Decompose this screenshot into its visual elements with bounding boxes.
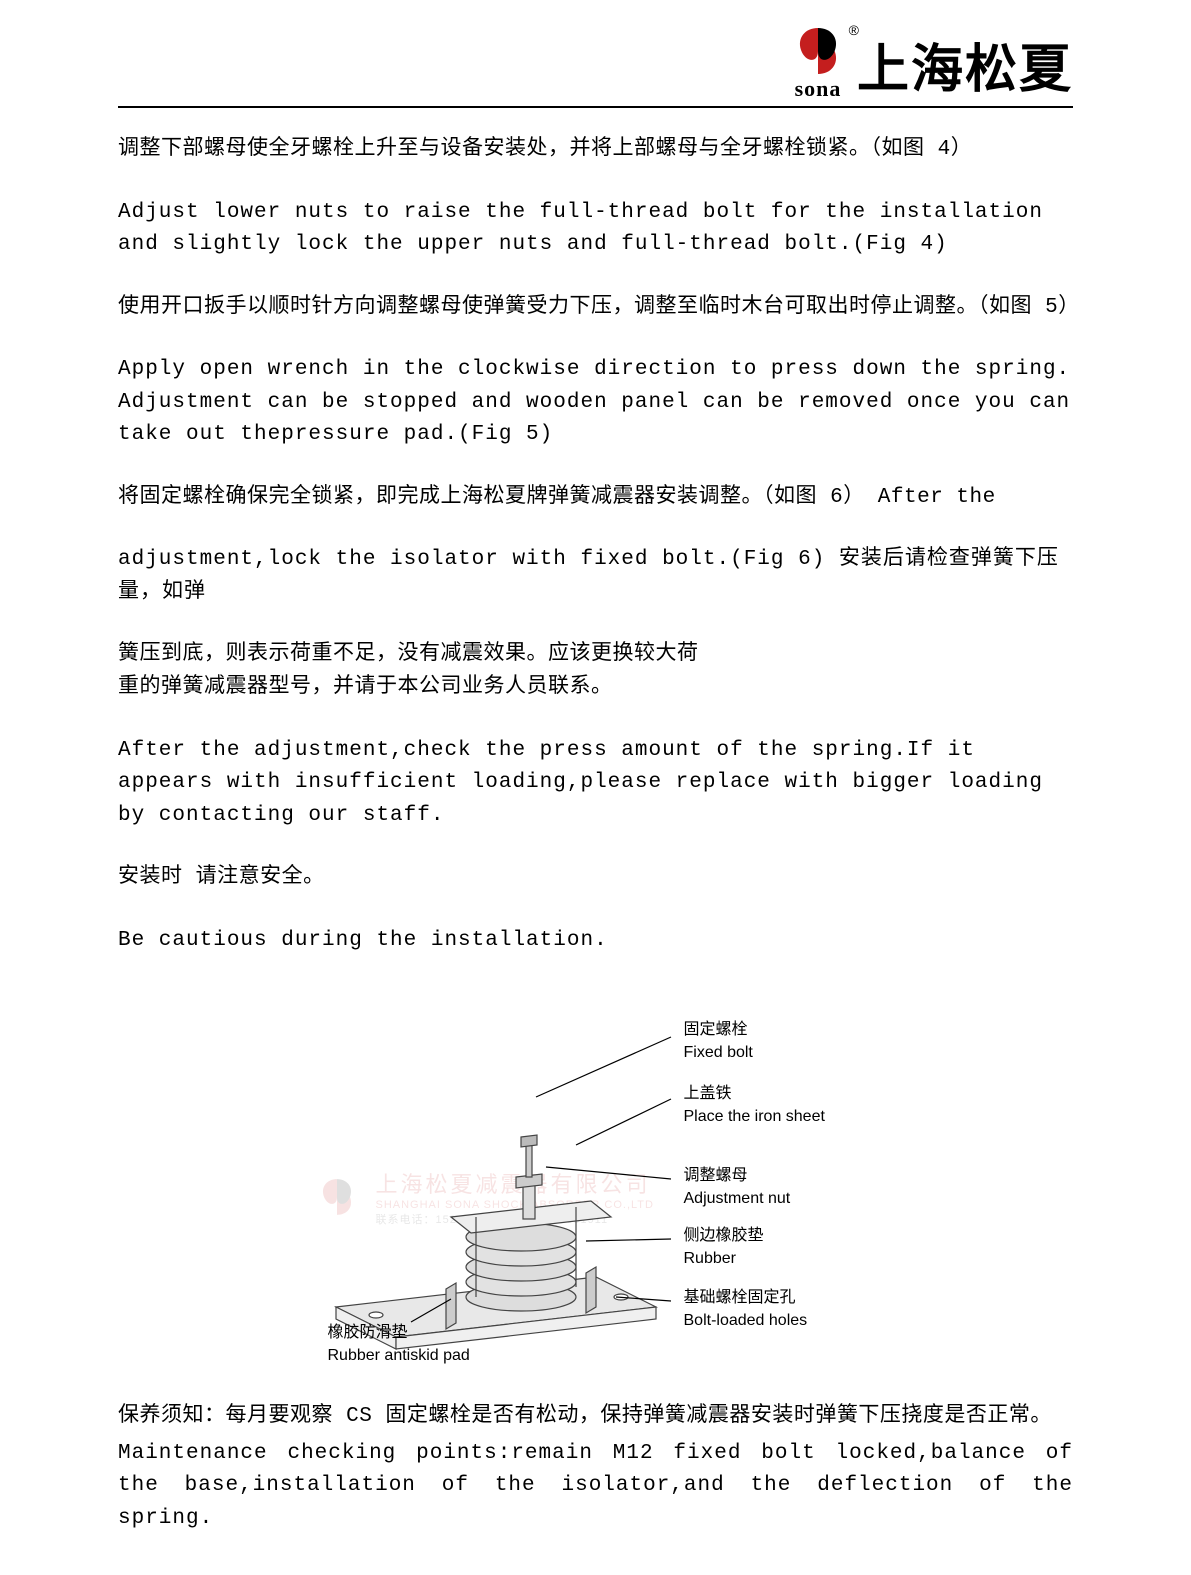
callout-rubber-en: Rubber: [684, 1248, 764, 1270]
callout-iron-sheet: 上盖铁 Place the iron sheet: [684, 1083, 825, 1128]
logo-block: ® sona: [791, 24, 845, 102]
page: ® sona 上海松夏 调整下部螺母使全牙螺栓上升至与设备安装处，并将上部螺母与…: [0, 0, 1191, 1575]
para-3-cn: 将固定螺栓确保完全锁紧，即完成上海松夏牌弹簧减震器安装调整。（如图 6） Aft…: [118, 482, 1073, 515]
para-5-en: Be cautious during the installation.: [118, 925, 1073, 958]
registered-mark: ®: [849, 22, 859, 38]
callout-rubber: 侧边橡胶垫 Rubber: [684, 1225, 764, 1270]
logo-text-cn: 上海松夏: [857, 44, 1073, 102]
callout-rubber-cn: 侧边橡胶垫: [684, 1225, 764, 1247]
callout-iron-sheet-cn: 上盖铁: [684, 1083, 825, 1105]
para-4-cn: 簧压到底，则表示荷重不足，没有减震效果。应该更换较大荷 重的弹簧减震器型号，并请…: [118, 639, 1073, 704]
para-1-cn: 调整下部螺母使全牙螺栓上升至与设备安装处，并将上部螺母与全牙螺栓锁紧。（如图 4…: [118, 134, 1073, 167]
sona-logo-icon: ®: [791, 24, 845, 78]
callout-antiskid: 橡胶防滑垫 Rubber antiskid pad: [328, 1322, 470, 1367]
callout-antiskid-cn: 橡胶防滑垫: [328, 1322, 470, 1344]
callout-fixed-bolt: 固定螺栓 Fixed bolt: [684, 1019, 753, 1064]
para-3-en: adjustment,lock the isolator with fixed …: [118, 544, 1073, 609]
para-1-en: Adjust lower nuts to raise the full-thre…: [118, 197, 1073, 262]
callout-adjust-nut-en: Adjustment nut: [684, 1188, 791, 1210]
logo-text-en: sona: [795, 76, 842, 102]
callout-adjust-nut: 调整螺母 Adjustment nut: [684, 1165, 791, 1210]
callout-fixed-bolt-en: Fixed bolt: [684, 1042, 753, 1064]
callout-bolt-holes-en: Bolt-loaded holes: [684, 1310, 808, 1332]
callout-iron-sheet-en: Place the iron sheet: [684, 1106, 825, 1128]
callout-bolt-holes-cn: 基础螺栓固定孔: [684, 1287, 808, 1309]
callout-adjust-nut-cn: 调整螺母: [684, 1165, 791, 1187]
callout-bolt-holes: 基础螺栓固定孔 Bolt-loaded holes: [684, 1287, 808, 1332]
para-5-cn: 安装时 请注意安全。: [118, 862, 1073, 895]
isolator-diagram: 上海松夏减震器有限公司 SHANGHAI SONA SHOCK ABSORBER…: [246, 987, 946, 1377]
para-4-en: After the adjustment,check the press amo…: [118, 735, 1073, 833]
para-2-en: Apply open wrench in the clockwise direc…: [118, 354, 1073, 452]
para-2-cn: 使用开口扳手以顺时针方向调整螺母使弹簧受力下压，调整至临时木台可取出时停止调整。…: [118, 292, 1073, 325]
footer-en: Maintenance checking points:remain M12 f…: [118, 1438, 1073, 1536]
footer-cn: 保养须知：每月要观察 CS 固定螺栓是否有松动，保持弹簧减震器安装时弹簧下压挠度…: [118, 1401, 1073, 1434]
page-header: ® sona 上海松夏: [118, 24, 1073, 108]
callout-antiskid-en: Rubber antiskid pad: [328, 1345, 470, 1367]
callout-fixed-bolt-cn: 固定螺栓: [684, 1019, 753, 1041]
diagram-container: 上海松夏减震器有限公司 SHANGHAI SONA SHOCK ABSORBER…: [118, 987, 1073, 1377]
